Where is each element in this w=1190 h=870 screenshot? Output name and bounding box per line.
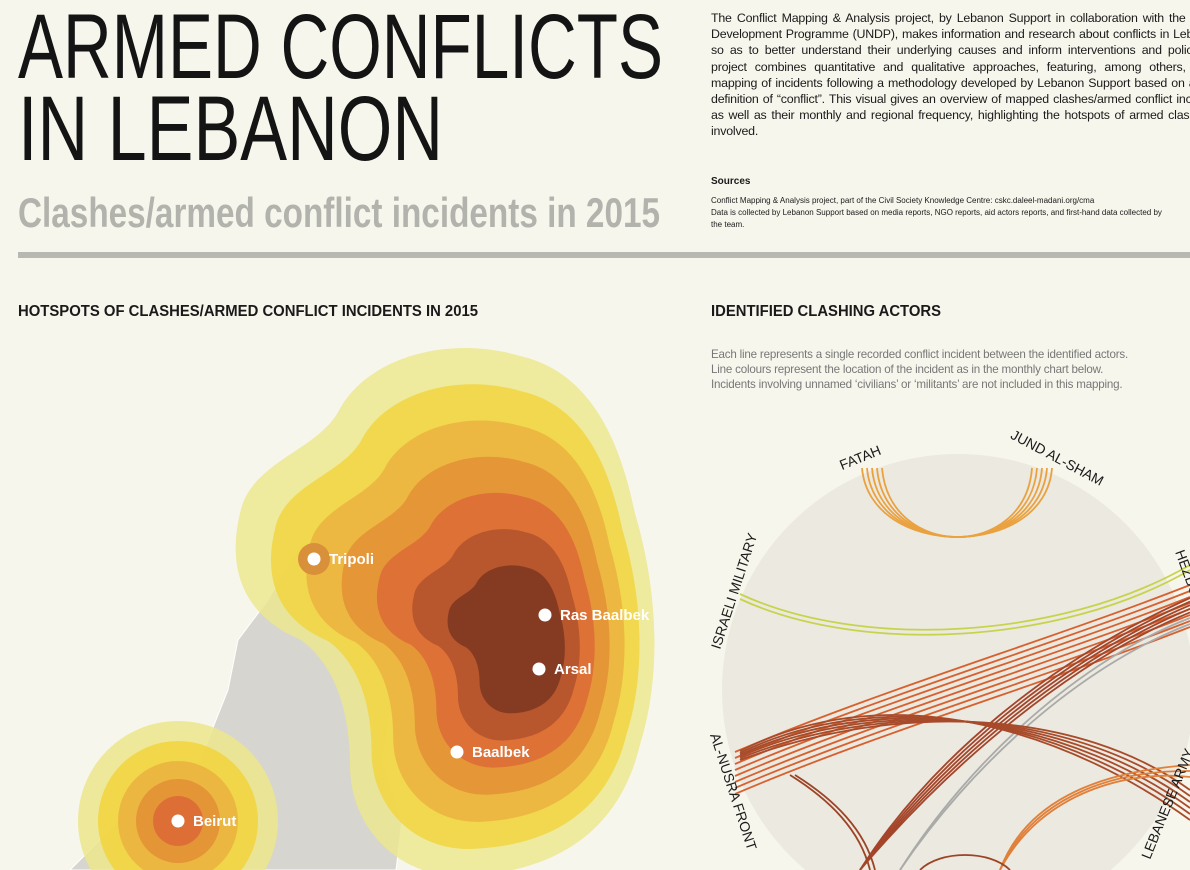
note-line: Each line represents a single recorded c… <box>711 348 1128 361</box>
link <box>859 611 1190 870</box>
link <box>739 564 1190 631</box>
link <box>999 764 1190 870</box>
link <box>794 774 876 870</box>
link <box>999 774 1190 870</box>
note-line: Line colours represent the location of t… <box>711 363 1104 376</box>
place-dot <box>538 608 552 622</box>
title-line: IN LEBANON <box>18 78 443 180</box>
diagram-disc <box>722 454 1190 870</box>
place-dot <box>171 814 185 828</box>
place-label: Baalbek <box>472 744 530 761</box>
link <box>899 623 1190 870</box>
source-line: Data is collected by Lebanon Support bas… <box>711 208 1162 229</box>
section-heading: HOTSPOTS OF CLASHES/ARMED CONFLICT INCID… <box>18 303 478 320</box>
link <box>789 774 871 870</box>
subtitle: Clashes/armed conflict incidents in 2015 <box>18 189 660 236</box>
sources-heading: Sources <box>711 176 751 187</box>
link <box>899 617 1190 870</box>
link <box>734 584 1190 753</box>
link <box>739 569 1190 636</box>
title-line: ARMED CONFLICTS <box>18 0 663 98</box>
link <box>919 854 1011 870</box>
link <box>859 600 1190 870</box>
intro: The Conflict Mapping & Analysis project,… <box>711 11 1190 139</box>
section-heading: IDENTIFIED CLASHING ACTORS <box>711 303 941 320</box>
link <box>734 602 1190 771</box>
separator <box>18 252 1190 258</box>
place-dot <box>532 662 546 676</box>
place-label: Beirut <box>193 813 236 830</box>
place-dot <box>307 552 321 566</box>
place-label: Arsal <box>554 661 592 678</box>
link <box>734 620 1190 789</box>
place-dot <box>450 745 464 759</box>
link <box>859 607 1190 870</box>
link <box>881 467 1033 538</box>
source-line: Conflict Mapping & Analysis project, par… <box>711 196 1095 205</box>
link <box>999 770 1190 870</box>
link <box>734 626 1190 795</box>
place-label: Tripoli <box>329 551 374 568</box>
link <box>739 714 1190 821</box>
hotspot-map: Tripoli Ras Baalbek Arsal Baalbek Beirut <box>69 347 655 870</box>
note-line: Incidents involving unnamed ‘civilians’ … <box>711 378 1123 391</box>
link <box>859 604 1190 870</box>
link <box>859 597 1190 870</box>
place-label: Ras Baalbek <box>560 607 650 624</box>
hotspot-layer <box>447 565 565 714</box>
link <box>734 590 1190 759</box>
